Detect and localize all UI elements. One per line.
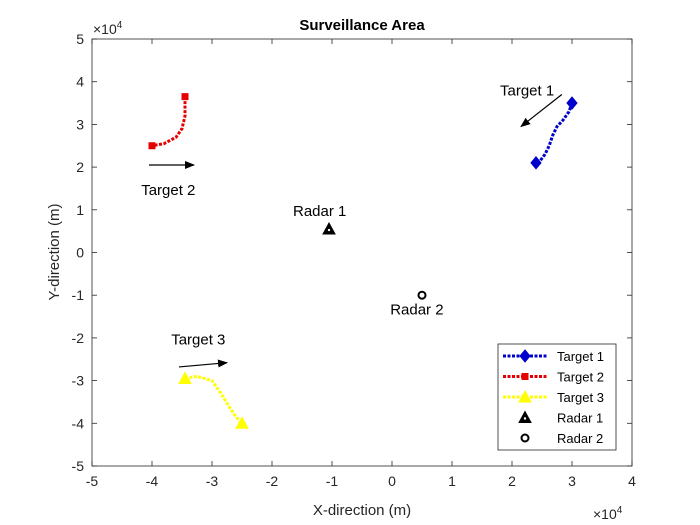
series-radar-2: [417, 290, 427, 300]
x-tick-label: 2: [508, 473, 516, 489]
legend-item-radar-2: Radar 2: [520, 431, 603, 446]
arrow-layer: [149, 94, 563, 368]
target-2-line: [151, 96, 187, 148]
legend-marker: [519, 349, 531, 363]
series-target-1: [530, 96, 578, 170]
legend-label: Target 1: [557, 349, 604, 364]
direction-arrow: [520, 94, 563, 128]
x-tick-label: -4: [146, 473, 159, 489]
annotation-radar-1: Radar 1: [293, 203, 346, 220]
y-exponent-base: ×10: [93, 21, 117, 37]
y-tick-label: 5: [76, 31, 84, 47]
x-tick-label: -1: [326, 473, 339, 489]
y-tick-label: -1: [72, 287, 85, 303]
legend-item-target-1: Target 1: [503, 349, 604, 364]
legend-item-target-3: Target 3: [503, 389, 604, 405]
legend-marker: [518, 410, 532, 423]
y-tick-label: 0: [76, 245, 84, 261]
legend-label: Radar 1: [557, 411, 603, 426]
target-3-start-marker: [178, 371, 192, 384]
chart-title: Surveillance Area: [299, 17, 425, 34]
legend-marker: [518, 389, 532, 403]
y-tick-label: -4: [72, 415, 85, 431]
x-tick-label: 3: [568, 473, 576, 489]
x-tick-label: -2: [266, 473, 279, 489]
y-exponent-power: 4: [117, 20, 123, 31]
legend-item-target-2: Target 2: [503, 370, 604, 385]
y-tick-label: -3: [72, 373, 85, 389]
ticks: -5 -4 -3 -2 -1 0 1 2 3 4 -5 -4 -3 -2 -1 0 1 2 3 4 5: [72, 31, 637, 489]
target-2-end-marker: [148, 142, 156, 150]
x-tick-label: 4: [628, 473, 636, 489]
legend-marker: [521, 373, 529, 380]
y-tick-label: -5: [72, 458, 85, 474]
target-3-line: [184, 374, 244, 425]
plot-frame: [91, 38, 633, 467]
direction-arrow: [178, 359, 228, 368]
target-1-end-marker: [530, 156, 542, 170]
radar-1-marker: [322, 221, 336, 235]
annotation-layer: Target 1 Target 2 Target 3 Radar 1 Radar 2: [141, 82, 554, 348]
x-tick-label: 1: [448, 473, 456, 489]
y-tick-label: 3: [76, 116, 84, 132]
target-3-end-marker: [235, 416, 249, 429]
x-exponent-base: ×10: [593, 506, 617, 522]
radar-2-marker: [417, 290, 427, 300]
x-axis-label: X-direction (m): [313, 502, 411, 519]
legend-marker-dot: [523, 417, 527, 420]
annotation-target-1: Target 1: [500, 82, 554, 99]
annotation-radar-2: Radar 2: [390, 301, 443, 318]
series-target-2: [148, 93, 189, 150]
y-tick-label: -2: [72, 330, 85, 346]
series-radar-1: [322, 221, 336, 235]
x-tick-label: -3: [206, 473, 219, 489]
series-target-3: [178, 371, 249, 429]
radar-1-marker-dot: [327, 228, 331, 232]
y-tick-label: 2: [76, 159, 84, 175]
target-1-line: [535, 102, 574, 165]
annotation-target-3: Target 3: [171, 331, 225, 348]
x-tick-label: -5: [86, 473, 99, 489]
series-layer: [148, 93, 578, 429]
y-axis-label: Y-direction (m): [46, 204, 63, 301]
x-exponent-power: 4: [617, 505, 623, 516]
legend-label: Radar 2: [557, 431, 603, 446]
legend-item-radar-1: Radar 1: [518, 410, 603, 426]
annotation-target-2: Target 2: [141, 182, 195, 199]
target-2-start-marker: [181, 93, 189, 101]
target-1-start-marker: [566, 96, 578, 110]
legend-marker: [520, 433, 530, 443]
y-exponent: ×104: [93, 20, 123, 37]
x-exponent: ×104: [593, 505, 623, 522]
x-tick-label: 0: [388, 473, 396, 489]
legend: Target 1 Target 2 Target 3 Radar 1 Radar 2: [497, 343, 617, 451]
legend-label: Target 3: [557, 390, 604, 405]
y-tick-label: 4: [76, 74, 84, 90]
legend-label: Target 2: [557, 370, 604, 385]
y-tick-label: 1: [76, 202, 84, 218]
